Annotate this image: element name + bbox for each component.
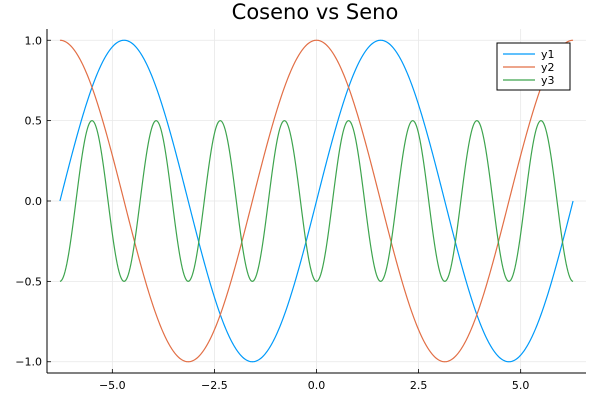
x-tick-label: −2.5 xyxy=(201,379,228,392)
x-tick-label: −5.0 xyxy=(99,379,126,392)
axes-frame xyxy=(46,29,586,374)
y-tick-label: 0.0 xyxy=(25,195,43,208)
grid xyxy=(47,29,586,373)
y-tick-label: 0.5 xyxy=(25,115,43,128)
legend-label-y2: y2 xyxy=(541,61,555,74)
chart-title: Coseno vs Seno xyxy=(232,0,399,24)
x-tick-label: 2.5 xyxy=(410,379,428,392)
y-tick-label: −1.0 xyxy=(15,356,42,369)
tick-labels: −5.0 −2.5 0.0 2.5 5.0 −1.0 −0.5 0.0 0.5 1.0 xyxy=(15,34,529,392)
y-tick-label: −0.5 xyxy=(15,275,42,288)
series-line-y1 xyxy=(59,39,574,363)
series-group xyxy=(59,39,574,363)
x-tick-label: 5.0 xyxy=(512,379,530,392)
legend-label-y1: y1 xyxy=(541,48,555,61)
series-line-y2 xyxy=(59,39,574,363)
y-tick-label: 1.0 xyxy=(25,34,43,47)
series-line-y3 xyxy=(59,120,574,283)
x-tick-label: 0.0 xyxy=(308,379,326,392)
legend-label-y3: y3 xyxy=(541,74,555,87)
